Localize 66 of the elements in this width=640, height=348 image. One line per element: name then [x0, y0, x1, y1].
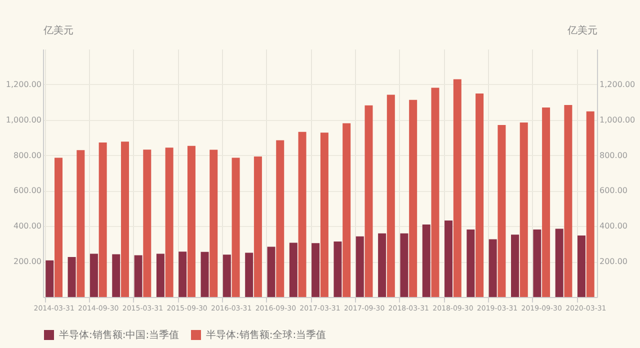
bar: [210, 150, 218, 297]
bar: [488, 239, 497, 297]
bar: [453, 79, 462, 297]
bar: [134, 255, 142, 297]
bar: [476, 93, 484, 297]
y-tick-label: 800.00: [14, 150, 42, 160]
bar: [431, 88, 440, 297]
y-tick-label: 600.00: [14, 186, 42, 196]
y-axis-title: 亿美元: [42, 24, 74, 36]
bar: [298, 132, 306, 297]
y2-tick-label: 600.00: [600, 186, 628, 196]
y2-tick-label: 800.00: [600, 150, 628, 160]
bar: [444, 220, 453, 297]
bar: [320, 132, 328, 297]
y2-tick-label: 1,200.00: [600, 80, 636, 89]
bar: [54, 158, 63, 297]
y-tick-label: 1,000.00: [6, 115, 42, 124]
y2-tick-label: 400.00: [600, 222, 628, 231]
y2-axis-title: 亿美元: [566, 24, 598, 36]
bar: [498, 124, 506, 297]
bar: [46, 260, 54, 297]
bar: [187, 146, 196, 297]
bar: [267, 246, 276, 297]
bar: [586, 111, 594, 297]
bar: [68, 256, 76, 297]
bar: [112, 254, 120, 297]
bar: [364, 105, 373, 297]
bar: [386, 94, 395, 297]
bar: [178, 252, 187, 297]
bar: [232, 158, 240, 297]
bar: [520, 122, 528, 297]
bar: [577, 236, 586, 297]
bar: [466, 230, 475, 297]
bar: [222, 254, 231, 297]
bar: [378, 233, 386, 297]
bar: [120, 142, 129, 297]
bar: [76, 150, 85, 297]
bar: [564, 104, 572, 297]
y2-tick-label: 200.00: [600, 257, 628, 266]
bar: [312, 243, 320, 297]
bar: [156, 254, 164, 297]
bar: [555, 228, 564, 297]
bar: [90, 254, 98, 297]
bar: [511, 234, 520, 297]
bar: [289, 242, 298, 297]
bar: [143, 150, 152, 297]
bar: [422, 224, 430, 297]
y-tick-label: 400.00: [14, 222, 42, 231]
bar: [200, 252, 209, 297]
bar: [542, 107, 550, 297]
y-tick-label: 200.00: [14, 257, 42, 266]
y2-tick-label: 1,000.00: [600, 115, 636, 124]
bar: [409, 100, 418, 297]
y-tick-label: 1,200.00: [6, 80, 42, 89]
bar: [342, 123, 351, 297]
bar: [400, 233, 408, 297]
legend-label: 半导体:销售额:全球:当季值: [206, 329, 326, 341]
legend-label: 半导体:销售额:中国:当季值: [59, 329, 180, 341]
bar: [276, 140, 284, 297]
bar: [245, 252, 254, 297]
bar: [165, 148, 174, 297]
bar: [533, 230, 542, 297]
bar: [98, 142, 107, 297]
bar: [334, 242, 342, 297]
bar: [356, 236, 364, 297]
bar: [254, 156, 262, 297]
